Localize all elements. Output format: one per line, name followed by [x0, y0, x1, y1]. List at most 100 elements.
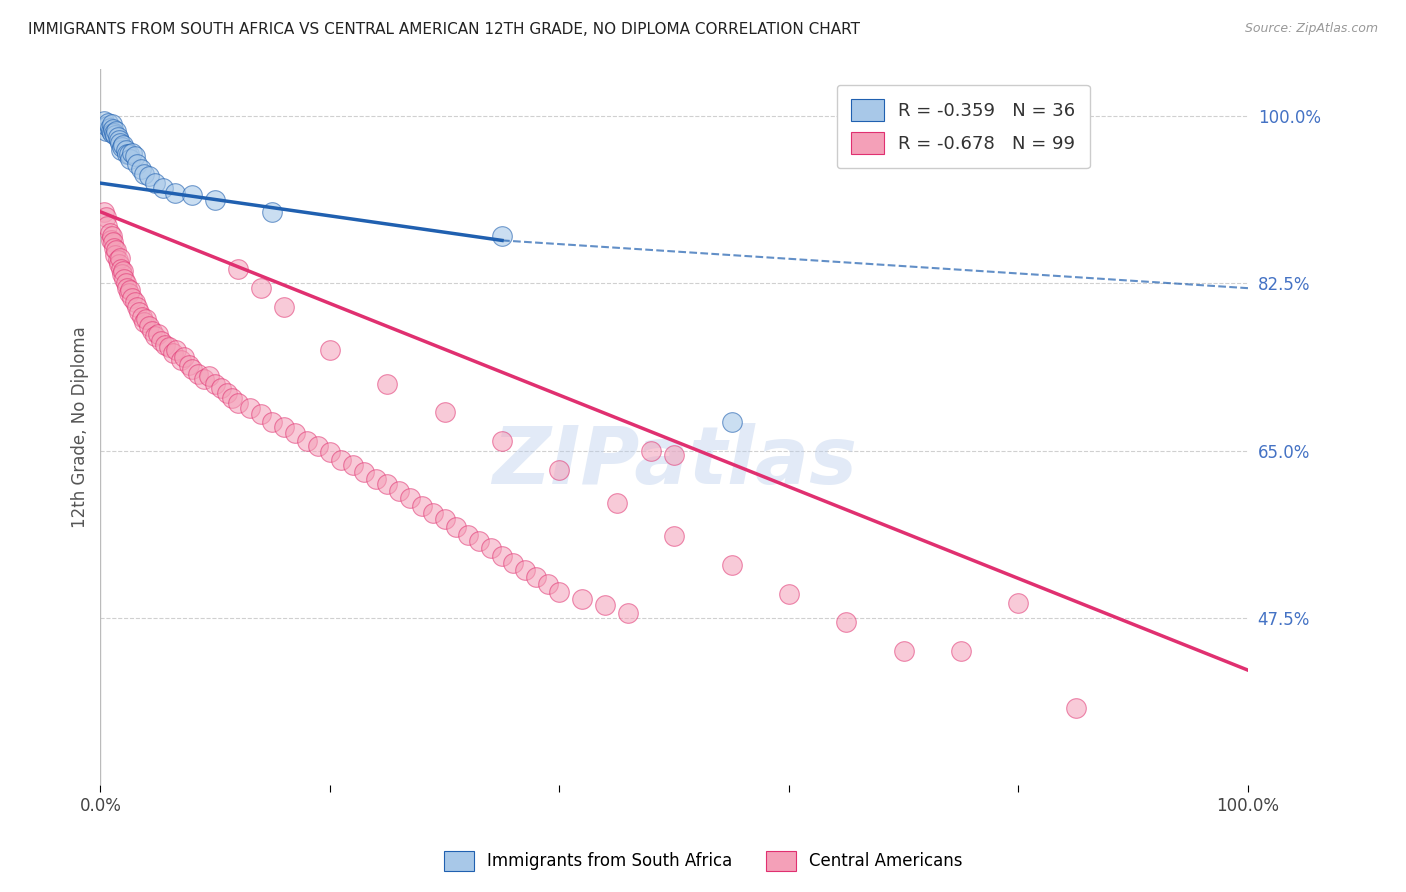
Point: [548, 462, 571, 476]
Point: [100, 234, 122, 248]
Point: [114, 143, 136, 157]
Point: [105, 243, 128, 257]
Point: [662, 529, 685, 543]
Point: [319, 343, 342, 358]
Point: [104, 248, 127, 262]
Point: [595, 598, 617, 612]
Point: [433, 405, 456, 419]
Point: [118, 285, 141, 300]
Point: [153, 338, 176, 352]
Point: [105, 123, 128, 137]
Point: [177, 358, 200, 372]
Point: [375, 376, 398, 391]
Point: [124, 295, 146, 310]
Point: [108, 251, 131, 265]
Point: [170, 352, 193, 367]
Point: [131, 310, 153, 324]
Text: Source: ZipAtlas.com: Source: ZipAtlas.com: [1244, 22, 1378, 36]
Point: [112, 264, 135, 278]
Point: [107, 130, 129, 145]
Point: [128, 305, 150, 319]
Point: [262, 204, 284, 219]
Point: [468, 534, 491, 549]
Legend: R = -0.359   N = 36, R = -0.678   N = 99: R = -0.359 N = 36, R = -0.678 N = 99: [837, 85, 1090, 169]
Point: [97, 116, 120, 130]
Point: [103, 126, 125, 140]
Text: ZIPatlas: ZIPatlas: [492, 424, 856, 501]
Point: [720, 558, 742, 573]
Point: [101, 121, 124, 136]
Point: [110, 262, 132, 277]
Point: [152, 181, 174, 195]
Point: [93, 114, 115, 128]
Point: [375, 477, 398, 491]
Point: [125, 157, 148, 171]
Point: [135, 311, 157, 326]
Point: [181, 362, 204, 376]
Point: [502, 556, 524, 570]
Point: [104, 128, 127, 143]
Point: [526, 569, 548, 583]
Point: [129, 161, 152, 176]
Point: [778, 587, 800, 601]
Point: [141, 324, 163, 338]
Point: [262, 415, 284, 429]
Y-axis label: 12th Grade, No Diploma: 12th Grade, No Diploma: [72, 326, 89, 527]
Point: [399, 491, 422, 506]
Point: [181, 187, 204, 202]
Point: [121, 145, 143, 160]
Point: [491, 434, 513, 448]
Point: [145, 329, 167, 343]
Point: [835, 615, 858, 630]
Point: [353, 465, 375, 479]
Point: [204, 376, 226, 391]
Point: [114, 271, 136, 285]
Point: [120, 153, 142, 167]
Point: [94, 210, 117, 224]
Point: [491, 549, 513, 563]
Point: [115, 281, 138, 295]
Point: [138, 169, 160, 184]
Point: [226, 396, 249, 410]
Point: [1007, 596, 1029, 610]
Point: [118, 147, 141, 161]
Point: [221, 391, 243, 405]
Point: [444, 520, 467, 534]
Legend: Immigrants from South Africa, Central Americans: Immigrants from South Africa, Central Am…: [436, 842, 970, 880]
Point: [103, 241, 125, 255]
Point: [157, 340, 180, 354]
Point: [238, 401, 260, 415]
Point: [96, 219, 118, 233]
Point: [284, 426, 307, 441]
Point: [571, 591, 593, 606]
Text: IMMIGRANTS FROM SOUTH AFRICA VS CENTRAL AMERICAN 12TH GRADE, NO DIPLOMA CORRELAT: IMMIGRANTS FROM SOUTH AFRICA VS CENTRAL …: [28, 22, 860, 37]
Point: [295, 434, 318, 448]
Point: [138, 319, 160, 334]
Point: [107, 133, 129, 147]
Point: [145, 176, 167, 190]
Point: [101, 117, 124, 131]
Point: [124, 149, 146, 163]
Point: [250, 407, 273, 421]
Point: [100, 123, 122, 137]
Point: [411, 499, 433, 513]
Point: [94, 123, 117, 137]
Point: [132, 167, 155, 181]
Point: [165, 343, 187, 358]
Point: [204, 194, 226, 208]
Point: [150, 334, 173, 348]
Point: [364, 472, 387, 486]
Point: [273, 419, 295, 434]
Point: [125, 300, 148, 314]
Point: [98, 120, 121, 135]
Point: [617, 606, 640, 620]
Point: [173, 350, 195, 364]
Point: [457, 527, 479, 541]
Point: [479, 541, 502, 555]
Point: [101, 228, 124, 243]
Point: [108, 136, 131, 150]
Point: [226, 262, 249, 277]
Point: [198, 369, 221, 384]
Point: [513, 563, 536, 577]
Point: [115, 147, 138, 161]
